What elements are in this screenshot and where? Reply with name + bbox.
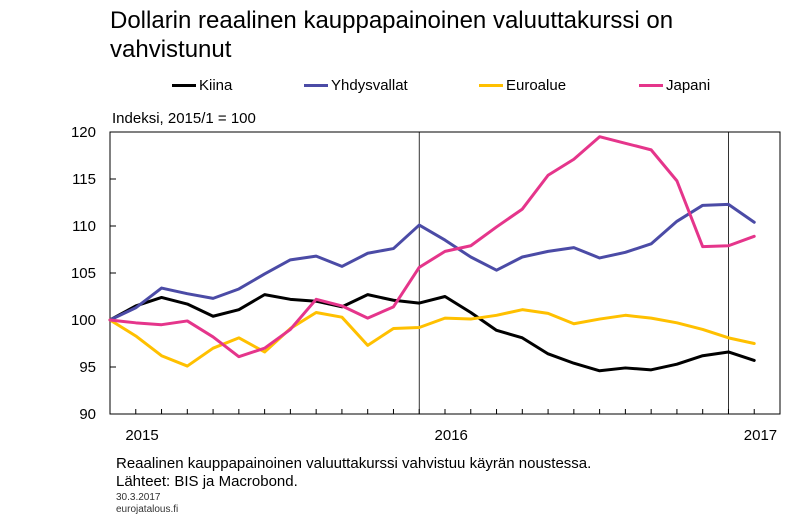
y-tick-label: 115 (72, 171, 96, 188)
series-line-yhdysvallat (108, 202, 756, 322)
y-tick-label: 110 (72, 218, 96, 235)
legend-label-japani: Japani (666, 77, 711, 94)
y-tick-label: 120 (71, 124, 96, 141)
legend-item-yhdysvallat: Yhdysvallat (304, 76, 408, 96)
y-tick-label: 105 (71, 265, 96, 282)
publication-date: 30.3.2017 (116, 492, 161, 503)
legend-label-kiina: Kiina (199, 77, 233, 94)
y-tick-label: 95 (79, 359, 96, 376)
legend-item-kiina: Kiina (172, 76, 232, 96)
footnote: Reaalinen kauppapainoinen valuuttakurssi… (116, 455, 592, 472)
legend-swatch-kiina (172, 83, 196, 87)
plot-frame (109, 131, 781, 415)
legend-swatch-japani (639, 83, 663, 87)
x-tick-label: 2015 (125, 427, 158, 444)
source-note: Lähteet: BIS ja Macrobond. (116, 473, 298, 490)
legend-label-euroalue: Euroalue (506, 77, 567, 94)
site-name: eurojatalous.fi (116, 504, 179, 515)
y-tick-label: 100 (71, 312, 96, 329)
y-tick-label: 90 (79, 406, 96, 423)
series-line-japani (108, 135, 756, 359)
legend-item-japani: Japani (639, 76, 710, 96)
x-tick-label: 2016 (435, 427, 468, 444)
x-tick-label: 2017 (744, 427, 777, 444)
legend-item-euroalue: Euroalue (479, 76, 566, 96)
legend-label-yhdysvallat: Yhdysvallat (331, 77, 408, 94)
y-axis-label: Indeksi, 2015/1 = 100 (112, 110, 256, 127)
legend-swatch-euroalue (479, 83, 503, 87)
series-line-euroalue (108, 308, 756, 368)
series-line-kiina (108, 293, 756, 373)
legend-swatch-yhdysvallat (304, 83, 328, 87)
chart-title: Dollarin reaalinen kauppapainoinen valuu… (110, 7, 674, 63)
